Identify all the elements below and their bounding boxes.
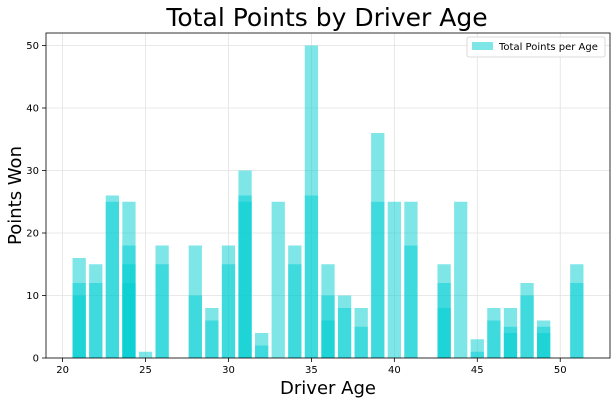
bar	[337, 295, 352, 358]
plot-frame	[45, 32, 611, 359]
y-tick-label: 50	[26, 41, 39, 52]
bar	[238, 170, 252, 358]
y-tick-label: 30	[26, 166, 39, 177]
x-tick-label: 35	[305, 365, 318, 376]
x-tick-label: 20	[56, 365, 69, 376]
bar	[155, 245, 169, 358]
y-tick-label: 0	[33, 354, 39, 365]
y-axis-label: Points Won	[5, 146, 26, 245]
y-tick-label: 40	[26, 104, 39, 115]
bar	[570, 264, 584, 358]
x-tick-label: 30	[222, 365, 235, 376]
x-tick-label: 50	[554, 365, 567, 376]
y-ticks: 0 10 20 30 40 50	[26, 41, 46, 365]
bar	[537, 320, 551, 358]
bar	[288, 245, 302, 358]
bar	[72, 258, 86, 358]
bar	[354, 308, 368, 358]
bar	[371, 133, 385, 358]
bar	[304, 45, 319, 358]
bar	[138, 351, 153, 358]
bar	[255, 333, 269, 358]
legend-box	[466, 36, 606, 58]
x-axis-label: Driver Age	[280, 378, 376, 399]
legend-swatch	[472, 42, 493, 50]
bar	[470, 339, 484, 358]
x-ticks: 20 25 30 35 40 45 50	[56, 358, 567, 376]
bar	[437, 264, 451, 358]
bar	[487, 308, 501, 358]
x-tick-label: 40	[388, 365, 401, 376]
bar	[271, 201, 285, 358]
bar	[520, 283, 534, 358]
legend-label: Total Points per Age	[498, 42, 598, 53]
y-tick-label: 10	[26, 291, 39, 302]
bar	[404, 201, 418, 358]
x-tick-label: 45	[471, 365, 484, 376]
bar	[221, 245, 236, 358]
bar	[122, 201, 136, 358]
bar	[387, 201, 401, 358]
chart-title: Total Points by Driver Age	[165, 3, 487, 32]
bar	[503, 308, 518, 358]
bar	[454, 201, 468, 358]
bar	[188, 245, 202, 358]
bar	[205, 308, 219, 358]
bar	[105, 195, 119, 358]
x-tick-label: 25	[139, 365, 152, 376]
bar	[321, 264, 335, 358]
legend: Total Points per Age	[466, 36, 606, 58]
bars	[72, 45, 584, 358]
bar	[89, 264, 103, 358]
y-tick-label: 20	[26, 229, 39, 240]
